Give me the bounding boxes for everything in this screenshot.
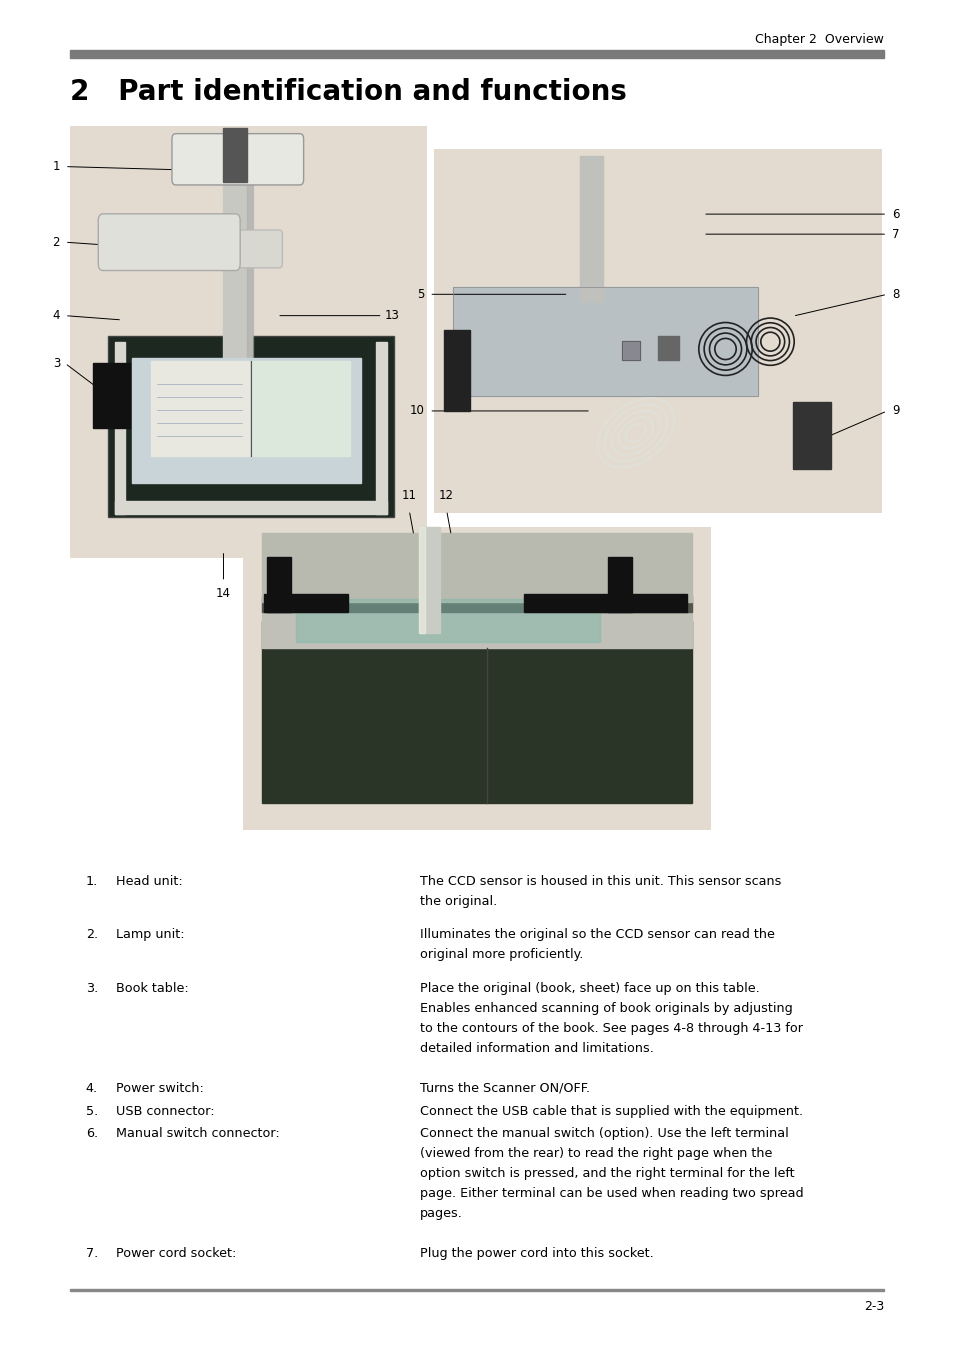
Text: to the contours of the book. See pages 4-8 through 4-13 for: to the contours of the book. See pages 4…	[419, 1022, 801, 1034]
Text: 1: 1	[52, 161, 60, 173]
Bar	[252, 362, 350, 456]
Text: Head unit:: Head unit:	[116, 875, 183, 888]
Text: the original.: the original.	[419, 895, 497, 907]
Bar	[418, 526, 424, 633]
Bar	[70, 1289, 883, 1291]
Text: detailed information and limitations.: detailed information and limitations.	[419, 1042, 653, 1054]
Text: USB connector:: USB connector:	[116, 1104, 214, 1118]
Text: Place the original (book, sheet) face up on this table.: Place the original (book, sheet) face up…	[419, 981, 759, 995]
Text: 1.: 1.	[86, 875, 98, 888]
Text: original more proficiently.: original more proficiently.	[419, 948, 582, 961]
Bar	[151, 362, 249, 456]
Text: Connect the manual switch (option). Use the left terminal: Connect the manual switch (option). Use …	[419, 1127, 788, 1141]
Bar	[621, 342, 639, 360]
Bar	[70, 50, 883, 58]
Bar	[375, 342, 387, 514]
Text: 4.: 4.	[86, 1081, 98, 1095]
Text: 3.: 3.	[86, 981, 98, 995]
Text: 14: 14	[215, 587, 231, 601]
Text: option switch is pressed, and the right terminal for the left: option switch is pressed, and the right …	[419, 1168, 794, 1180]
FancyBboxPatch shape	[108, 336, 394, 517]
Bar	[262, 533, 691, 602]
Text: Turns the Scanner ON/OFF.: Turns the Scanner ON/OFF.	[419, 1081, 589, 1095]
Text: 9: 9	[891, 405, 899, 417]
Text: 13: 13	[384, 309, 399, 323]
Text: 11: 11	[401, 489, 416, 502]
Text: Manual switch connector:: Manual switch connector:	[116, 1127, 280, 1141]
Text: Illuminates the original so the CCD sensor can read the: Illuminates the original so the CCD sens…	[419, 929, 774, 941]
Text: Chapter 2  Overview: Chapter 2 Overview	[755, 32, 883, 46]
Bar	[264, 594, 348, 612]
Bar	[115, 342, 125, 514]
FancyBboxPatch shape	[98, 213, 240, 270]
Text: 2-3: 2-3	[863, 1300, 883, 1314]
Text: Power switch:: Power switch:	[116, 1081, 204, 1095]
Bar	[607, 556, 631, 612]
Text: The CCD sensor is housed in this unit. This sensor scans: The CCD sensor is housed in this unit. T…	[419, 875, 781, 888]
Bar	[621, 342, 639, 360]
Bar	[295, 599, 598, 643]
Bar	[70, 126, 427, 558]
Bar	[443, 329, 470, 410]
Bar	[262, 605, 691, 648]
Text: 8: 8	[891, 288, 899, 301]
Text: 2.: 2.	[86, 929, 98, 941]
Bar	[262, 597, 691, 612]
Text: 10: 10	[409, 405, 424, 417]
Text: 12: 12	[438, 489, 454, 502]
Text: Connect the USB cable that is supplied with the equipment.: Connect the USB cable that is supplied w…	[419, 1104, 802, 1118]
Bar	[132, 358, 360, 483]
Bar	[247, 165, 253, 363]
Bar	[523, 594, 686, 612]
Text: 6.: 6.	[86, 1127, 98, 1141]
Text: 3: 3	[52, 356, 60, 370]
Bar	[115, 501, 387, 514]
Bar	[93, 363, 130, 428]
Text: pages.: pages.	[419, 1207, 462, 1220]
Text: page. Either terminal can be used when reading two spread: page. Either terminal can be used when r…	[419, 1187, 802, 1200]
Text: (viewed from the rear) to read the right page when the: (viewed from the rear) to read the right…	[419, 1148, 771, 1160]
Text: Enables enhanced scanning of book originals by adjusting: Enables enhanced scanning of book origin…	[419, 1002, 792, 1015]
Bar	[262, 621, 691, 803]
Text: 2   Part identification and functions: 2 Part identification and functions	[70, 78, 626, 107]
Text: 7.: 7.	[86, 1247, 98, 1261]
Bar	[434, 148, 882, 513]
Text: 5: 5	[416, 288, 424, 301]
Bar	[267, 556, 291, 612]
Text: Book table:: Book table:	[116, 981, 189, 995]
Bar	[243, 526, 710, 830]
Text: 4: 4	[52, 309, 60, 323]
FancyBboxPatch shape	[105, 230, 282, 267]
Bar	[578, 155, 602, 301]
Text: Lamp unit:: Lamp unit:	[116, 929, 185, 941]
Bar	[453, 288, 758, 397]
Bar	[223, 128, 247, 182]
Bar	[658, 336, 679, 360]
Text: 5.: 5.	[86, 1104, 98, 1118]
Bar	[223, 165, 252, 363]
Bar	[418, 526, 439, 633]
Bar	[792, 402, 830, 470]
Text: 6: 6	[891, 208, 899, 220]
FancyBboxPatch shape	[172, 134, 303, 185]
Text: 7: 7	[891, 228, 899, 240]
Text: Plug the power cord into this socket.: Plug the power cord into this socket.	[419, 1247, 653, 1261]
Text: 2: 2	[52, 236, 60, 248]
Bar	[453, 288, 758, 397]
Text: Power cord socket:: Power cord socket:	[116, 1247, 236, 1261]
